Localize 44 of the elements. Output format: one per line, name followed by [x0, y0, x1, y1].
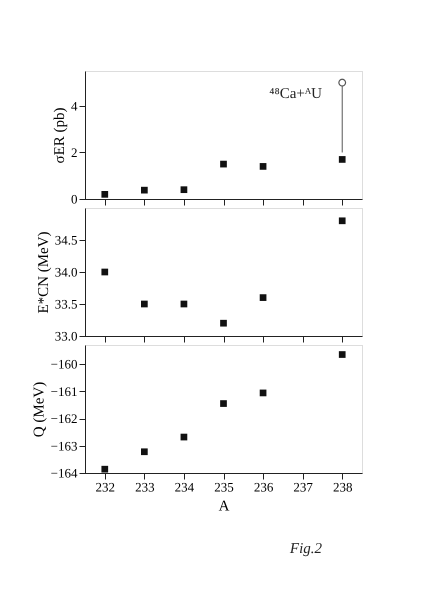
point: [180, 434, 188, 440]
y-tick-label: 33.0: [54, 328, 78, 344]
point: [338, 217, 346, 224]
y-tick-label: −162: [50, 411, 78, 426]
point: [101, 466, 108, 473]
y-tick-label: 34.0: [54, 264, 78, 280]
x-tick-label: 233: [135, 480, 155, 494]
point: [338, 78, 346, 87]
point: [220, 320, 227, 327]
point: [101, 268, 108, 276]
x-tick-label: 236: [254, 480, 274, 494]
point: [260, 294, 266, 301]
point: [220, 160, 227, 168]
y-tick-label: 33.5: [54, 296, 78, 312]
x-tick-label: 234: [174, 480, 195, 494]
point: [141, 186, 148, 194]
point: [180, 186, 188, 194]
x-axis-title: A: [218, 498, 230, 514]
x-tick-label: 237: [293, 480, 314, 494]
point: [260, 163, 266, 170]
point: [260, 390, 266, 396]
y-axis-title: E*CN (MeV): [36, 231, 52, 314]
y-tick-label: −164: [50, 466, 78, 480]
y-tick-label: 0: [71, 192, 78, 206]
y-tick-label: 34.5: [54, 232, 78, 248]
point: [338, 156, 346, 163]
y-tick-label: −163: [50, 438, 78, 454]
x-tick-label: 238: [332, 480, 352, 494]
point: [180, 300, 188, 308]
y-tick-label: 2: [71, 144, 78, 160]
point: [101, 190, 108, 198]
x-tick-label: 232: [96, 480, 116, 494]
y-tick-label: −160: [50, 356, 78, 372]
point: [220, 400, 227, 407]
point: [141, 448, 148, 456]
caption: Fig.2: [288, 541, 322, 557]
point: [338, 351, 346, 358]
point: [141, 300, 148, 308]
y-tick-label: 4: [71, 98, 78, 114]
y-axis-title: σER (pb): [52, 108, 68, 164]
y-axis-title: Q (MeV): [32, 382, 48, 438]
annotation: ⁴⁸Ca+ᴬU: [269, 86, 322, 102]
x-tick-label: 235: [214, 480, 234, 494]
y-tick-label: −161: [50, 384, 78, 399]
